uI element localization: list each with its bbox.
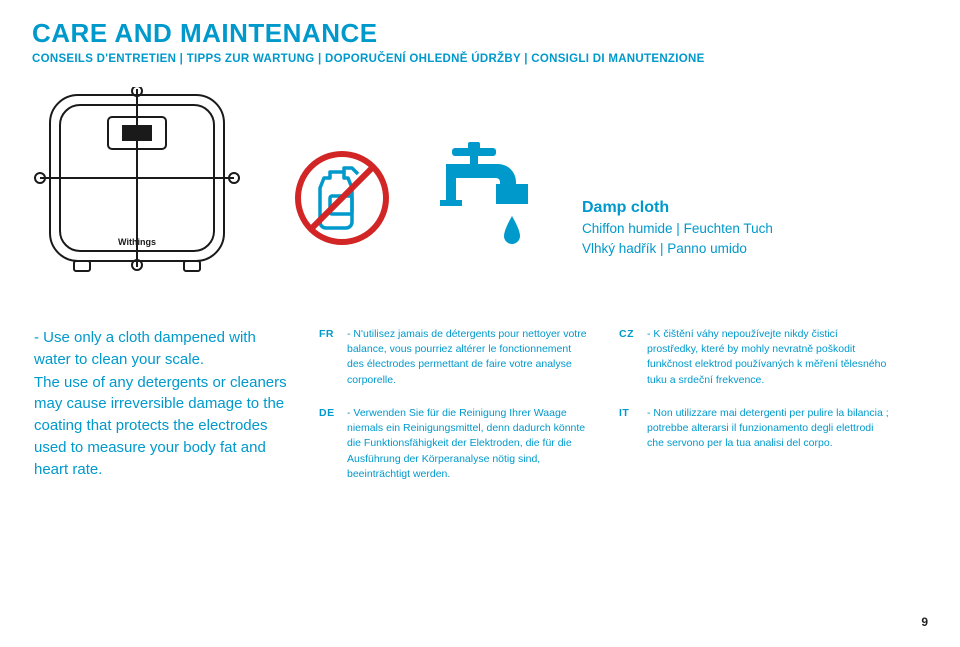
de-text: - Verwenden Sie für die Reinigung Ihrer … [347,406,589,482]
it-code: IT [619,406,639,452]
it-text: - Non utilizzare mai detergenti per puli… [647,406,889,452]
faucet-icon [432,138,542,258]
english-column: - Use only a cloth dampened with water t… [34,327,289,500]
no-detergent-icon [292,148,392,248]
de-block: DE - Verwenden Sie für die Reinigung Ihr… [319,406,589,482]
damp-cloth-labels: Damp cloth Chiffon humide | Feuchten Tuc… [582,199,773,258]
text-columns: - Use only a cloth dampened with water t… [32,327,928,500]
right-column: CZ - K čištění váhy nepoužívejte nikdy č… [619,327,889,500]
illustration-row: Withings [32,87,928,287]
damp-cloth-sub1: Chiffon humide | Feuchten Tuch [582,219,773,239]
cz-code: CZ [619,327,639,388]
en-text-2: The use of any detergents or cleaners ma… [34,372,289,481]
damp-cloth-title: Damp cloth [582,199,773,217]
page-title: CARE AND MAINTENANCE [32,18,928,49]
scale-illustration: Withings [32,87,242,287]
icon-group: Damp cloth Chiffon humide | Feuchten Tuc… [292,137,773,258]
damp-cloth-sub2: Vlhký hadřík | Panno umido [582,239,773,259]
fr-code: FR [319,327,339,388]
fr-text: - N'utilisez jamais de détergents pour n… [347,327,589,388]
it-block: IT - Non utilizzare mai detergenti per p… [619,406,889,452]
fr-block: FR - N'utilisez jamais de détergents pou… [319,327,589,388]
middle-column: FR - N'utilisez jamais de détergents pou… [319,327,589,500]
cz-block: CZ - K čištění váhy nepoužívejte nikdy č… [619,327,889,388]
page-number: 9 [921,615,928,629]
cz-text: - K čištění váhy nepoužívejte nikdy čist… [647,327,889,388]
page-subtitle: CONSEILS D'ENTRETIEN | TIPPS ZUR WARTUNG… [32,53,928,65]
en-text-1: - Use only a cloth dampened with water t… [34,327,289,371]
de-code: DE [319,406,339,482]
scale-brand-label: Withings [118,237,156,247]
